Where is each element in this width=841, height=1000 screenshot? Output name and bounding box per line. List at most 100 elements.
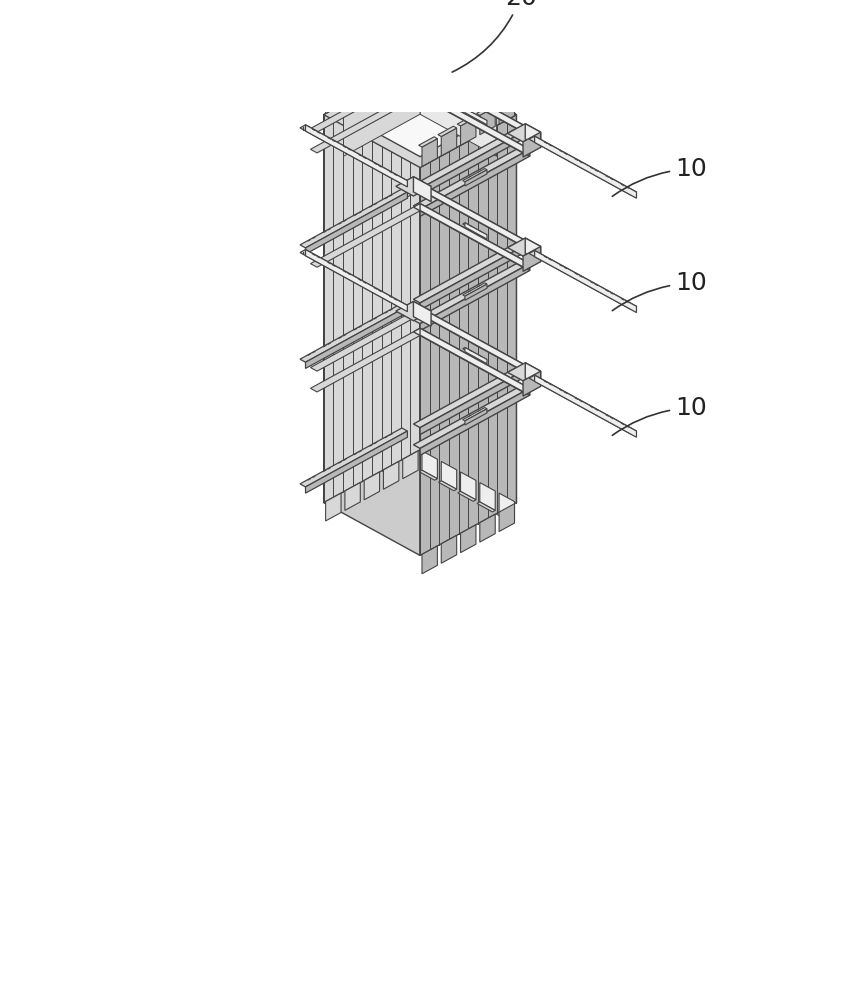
Polygon shape [305, 250, 407, 312]
Polygon shape [480, 483, 495, 510]
Polygon shape [305, 306, 407, 368]
Polygon shape [414, 125, 530, 189]
Polygon shape [396, 62, 431, 82]
Polygon shape [523, 132, 541, 157]
Polygon shape [465, 223, 487, 239]
Polygon shape [383, 54, 399, 82]
Polygon shape [325, 493, 341, 521]
Polygon shape [300, 428, 407, 487]
Polygon shape [496, 86, 515, 96]
Polygon shape [324, 62, 516, 168]
Polygon shape [499, 86, 515, 114]
Polygon shape [420, 115, 516, 555]
Polygon shape [310, 307, 426, 371]
Polygon shape [420, 243, 530, 310]
Polygon shape [463, 283, 487, 296]
Polygon shape [420, 149, 530, 216]
Polygon shape [535, 250, 637, 313]
Polygon shape [526, 238, 541, 262]
Polygon shape [345, 75, 360, 103]
Polygon shape [420, 368, 530, 435]
Polygon shape [414, 301, 431, 326]
Polygon shape [442, 535, 457, 563]
Text: 10: 10 [612, 271, 706, 311]
Polygon shape [419, 470, 437, 480]
Polygon shape [420, 68, 530, 135]
Polygon shape [305, 11, 407, 73]
Polygon shape [480, 107, 495, 135]
Polygon shape [419, 43, 437, 54]
Polygon shape [420, 89, 530, 156]
Polygon shape [310, 183, 426, 246]
Polygon shape [463, 108, 487, 122]
Polygon shape [414, 204, 530, 267]
Polygon shape [300, 189, 407, 248]
Polygon shape [422, 43, 437, 71]
Polygon shape [496, 513, 515, 522]
Polygon shape [420, 264, 530, 331]
Polygon shape [458, 116, 476, 126]
Polygon shape [414, 68, 530, 132]
Polygon shape [414, 239, 530, 303]
Polygon shape [414, 364, 530, 428]
Text: 10: 10 [612, 396, 706, 435]
Polygon shape [383, 461, 399, 489]
Polygon shape [535, 375, 637, 437]
Polygon shape [414, 307, 530, 371]
Polygon shape [438, 481, 457, 491]
Polygon shape [300, 125, 407, 184]
Polygon shape [465, 284, 487, 300]
Polygon shape [420, 73, 496, 156]
Polygon shape [442, 128, 457, 156]
Polygon shape [403, 451, 418, 479]
Polygon shape [442, 54, 457, 82]
Polygon shape [463, 408, 487, 421]
Polygon shape [480, 514, 495, 542]
Polygon shape [414, 260, 530, 324]
Polygon shape [396, 301, 431, 321]
Polygon shape [523, 246, 541, 271]
Polygon shape [420, 307, 530, 374]
Polygon shape [535, 136, 637, 198]
Polygon shape [414, 385, 530, 448]
Polygon shape [414, 183, 530, 246]
Polygon shape [461, 65, 476, 92]
Polygon shape [465, 409, 487, 425]
Polygon shape [300, 250, 407, 308]
Polygon shape [310, 204, 426, 267]
Polygon shape [364, 65, 379, 92]
Polygon shape [508, 363, 541, 381]
Polygon shape [499, 493, 515, 521]
Polygon shape [300, 303, 407, 362]
Polygon shape [324, 62, 420, 503]
Polygon shape [463, 347, 487, 361]
Polygon shape [461, 525, 476, 553]
Polygon shape [422, 451, 437, 479]
Polygon shape [310, 328, 426, 392]
Text: 20: 20 [452, 0, 537, 72]
Polygon shape [414, 89, 530, 153]
Polygon shape [499, 96, 515, 124]
Polygon shape [465, 108, 487, 125]
Polygon shape [526, 363, 541, 386]
Polygon shape [526, 124, 541, 147]
Polygon shape [422, 546, 437, 574]
Polygon shape [414, 328, 530, 392]
Polygon shape [499, 504, 515, 532]
Polygon shape [465, 347, 487, 364]
Polygon shape [496, 95, 515, 105]
Polygon shape [529, 136, 637, 195]
Polygon shape [461, 117, 476, 145]
Polygon shape [414, 146, 530, 209]
Polygon shape [305, 431, 407, 493]
Polygon shape [305, 192, 407, 254]
Polygon shape [477, 105, 495, 115]
Polygon shape [477, 75, 495, 85]
Polygon shape [438, 126, 457, 136]
Polygon shape [420, 183, 530, 250]
Text: 10: 10 [612, 157, 706, 196]
Polygon shape [477, 502, 495, 512]
Polygon shape [343, 73, 496, 157]
Polygon shape [508, 238, 541, 256]
Polygon shape [422, 139, 437, 166]
